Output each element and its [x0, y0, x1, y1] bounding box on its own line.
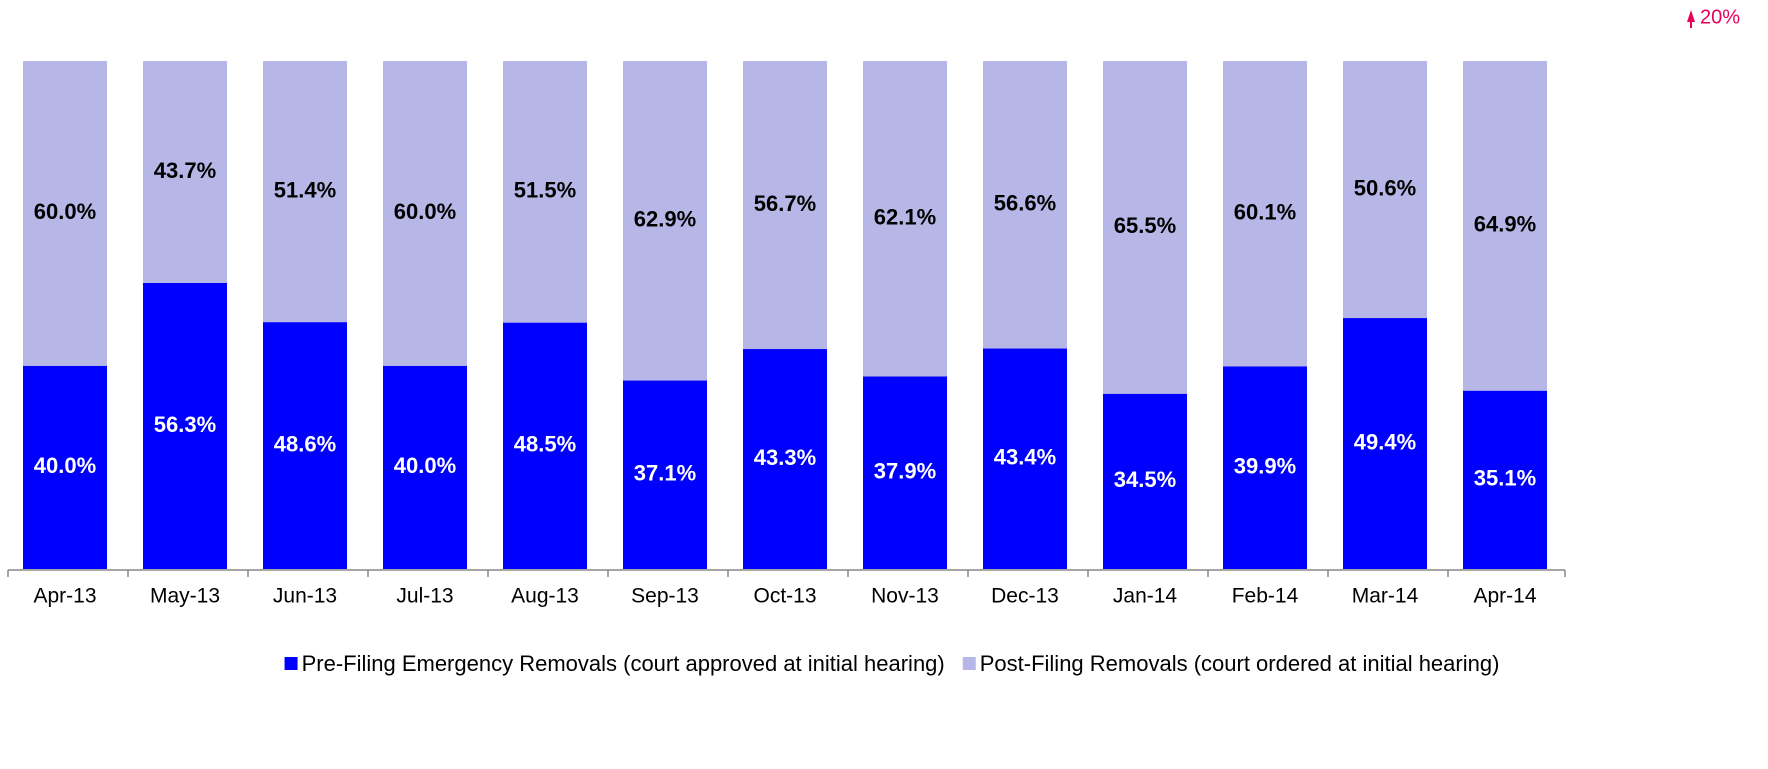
- value-label: 50.6%: [1354, 175, 1416, 200]
- value-label: 37.9%: [874, 459, 936, 484]
- x-tick-label: May-13: [150, 585, 220, 608]
- value-label: 51.5%: [514, 178, 576, 203]
- bar-segment: [623, 61, 707, 381]
- value-label: 56.6%: [994, 191, 1056, 216]
- bar-segment: [263, 322, 347, 569]
- bar-segment: [1343, 318, 1427, 569]
- x-tick-label: Apr-14: [1473, 585, 1536, 608]
- value-label: 43.3%: [754, 445, 816, 470]
- value-label: 62.1%: [874, 205, 936, 230]
- bar-segment: [263, 61, 347, 323]
- bar-segment: [1103, 61, 1187, 394]
- bar-segment: [23, 365, 107, 569]
- bar-segment: [623, 380, 707, 569]
- bar-segment: [383, 61, 467, 366]
- bar-segment: [983, 61, 1067, 349]
- x-tick-label: Nov-13: [871, 585, 939, 608]
- bar-segment: [383, 365, 467, 569]
- value-label: 60.1%: [1234, 199, 1296, 224]
- value-label: 51.4%: [274, 177, 336, 202]
- bar-segment: [503, 61, 587, 323]
- value-label: 43.4%: [994, 445, 1056, 470]
- value-label: 37.1%: [634, 461, 696, 486]
- bar-segment: [1463, 390, 1547, 569]
- value-label: 34.5%: [1114, 467, 1176, 492]
- bar-segment: [1223, 61, 1307, 367]
- bar-segment: [863, 61, 947, 377]
- value-label: 35.1%: [1474, 466, 1536, 491]
- x-tick-label: Jun-13: [273, 585, 337, 608]
- x-tick-label: Jan-14: [1113, 585, 1178, 608]
- x-tick-label: Feb-14: [1232, 585, 1299, 608]
- value-label: 62.9%: [634, 207, 696, 232]
- bar-segment: [743, 349, 827, 569]
- annotation-arrow: [1687, 10, 1695, 28]
- x-tick-label: Dec-13: [991, 585, 1059, 608]
- legend-swatch: [284, 657, 298, 670]
- legend-label: Pre-Filing Emergency Removals (court app…: [302, 651, 945, 676]
- bar-segment: [1223, 366, 1307, 569]
- value-label: 48.5%: [514, 432, 576, 457]
- annotation: 20%: [1700, 6, 1740, 28]
- bar-segment: [143, 282, 227, 569]
- value-label: 43.7%: [154, 158, 216, 183]
- value-label: 40.0%: [394, 453, 456, 478]
- x-tick-label: Apr-13: [33, 585, 96, 608]
- x-tick-label: Aug-13: [511, 585, 579, 608]
- bar-segment: [863, 376, 947, 569]
- legend-swatch: [962, 657, 976, 670]
- bar-segment: [1343, 61, 1427, 319]
- value-label: 48.6%: [274, 431, 336, 456]
- x-tick-label: Jul-13: [396, 585, 453, 608]
- bar-segment: [503, 322, 587, 569]
- value-label: 49.4%: [1354, 429, 1416, 454]
- x-tick-label: Sep-13: [631, 585, 699, 608]
- value-label: 60.0%: [34, 199, 96, 224]
- bar-segment: [983, 348, 1067, 569]
- x-tick-label: Mar-14: [1352, 585, 1419, 608]
- value-label: 39.9%: [1234, 453, 1296, 478]
- value-label: 64.9%: [1474, 212, 1536, 237]
- bar-segment: [23, 61, 107, 366]
- value-label: 65.5%: [1114, 213, 1176, 238]
- bar-segment: [1463, 61, 1547, 391]
- value-label: 56.3%: [154, 412, 216, 437]
- bar-segment: [743, 61, 827, 350]
- x-tick-label: Oct-13: [753, 585, 816, 608]
- bar-segment: [143, 61, 227, 283]
- bar-segment: [1103, 393, 1187, 569]
- legend-label: Post-Filing Removals (court ordered at i…: [980, 651, 1500, 676]
- value-label: 60.0%: [394, 199, 456, 224]
- value-label: 56.7%: [754, 191, 816, 216]
- value-label: 40.0%: [34, 453, 96, 478]
